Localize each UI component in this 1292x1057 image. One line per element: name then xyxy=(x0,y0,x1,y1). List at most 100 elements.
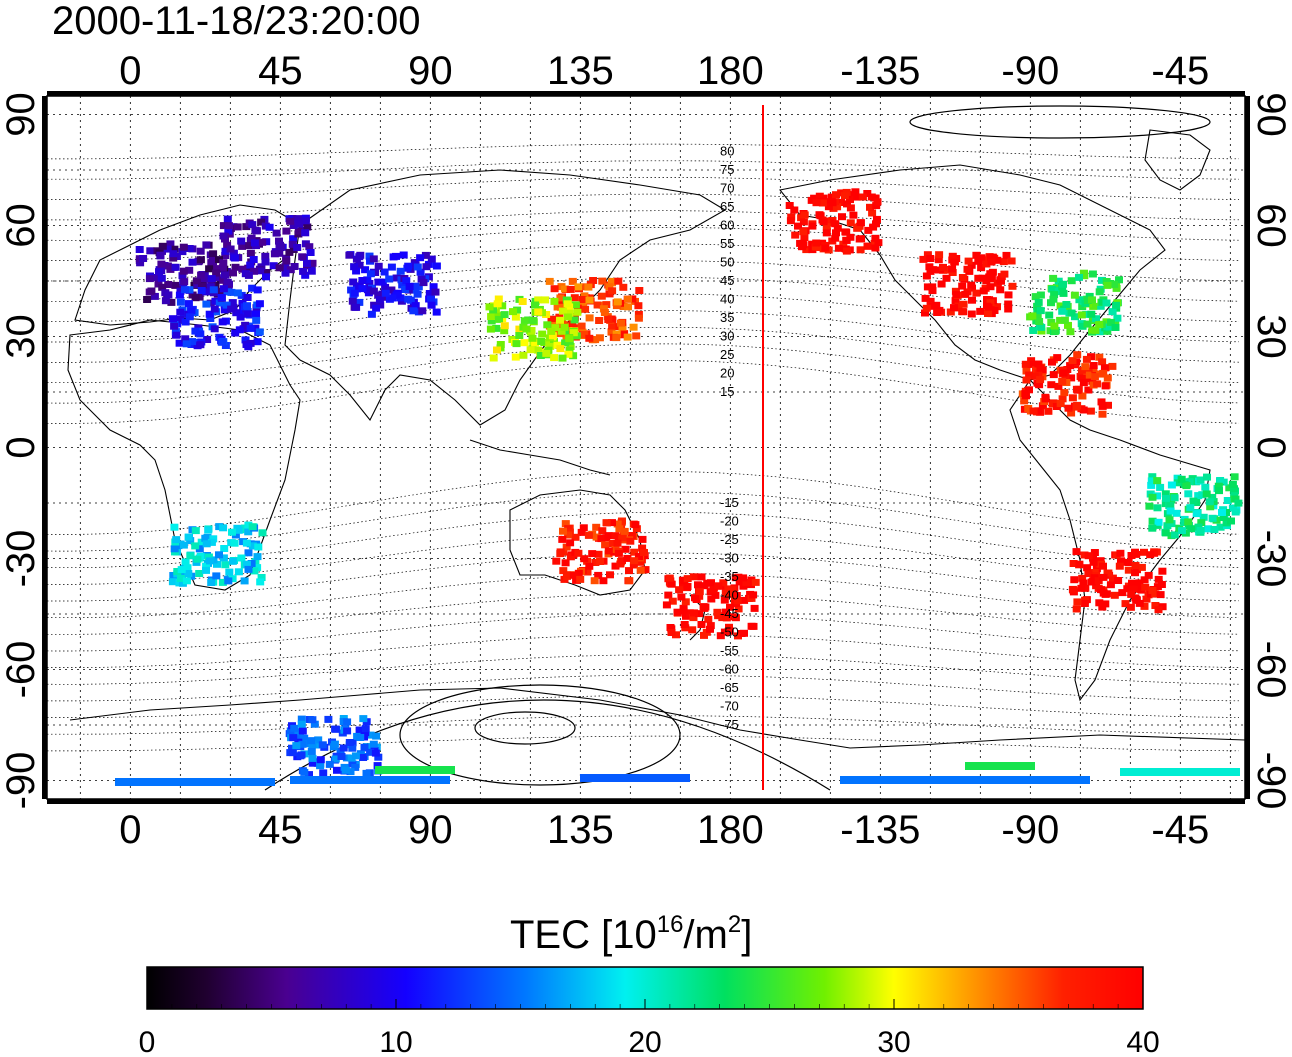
tec-cell xyxy=(1098,276,1106,284)
tec-cell xyxy=(210,305,219,313)
tec-cell xyxy=(175,339,184,347)
tec-cell xyxy=(1089,558,1098,566)
tec-cell xyxy=(498,302,507,310)
tec-cell xyxy=(238,265,247,273)
colorbar-tick-label: 20 xyxy=(628,1026,661,1057)
tec-cell xyxy=(345,739,354,746)
tec-cell xyxy=(244,528,253,536)
tec-cell xyxy=(1101,590,1110,598)
tec-cell xyxy=(493,346,501,354)
tec-cell xyxy=(500,311,509,319)
tec-cell xyxy=(611,562,620,570)
tec-cell xyxy=(243,294,252,301)
tec-cell xyxy=(1108,308,1117,316)
tec-cell xyxy=(411,286,420,294)
tec-cell xyxy=(694,581,702,589)
tec-cell xyxy=(221,252,230,259)
tec-cell xyxy=(547,327,556,335)
tec-cell xyxy=(220,545,229,552)
tec-cell xyxy=(293,244,302,251)
tec-cell xyxy=(1075,560,1084,568)
tec-cell xyxy=(1088,377,1097,385)
tec-cell xyxy=(325,760,334,768)
tec-cell xyxy=(135,246,144,253)
tec-cell xyxy=(250,239,259,247)
tec-cell xyxy=(662,601,671,609)
tec-cell xyxy=(926,255,935,262)
tec-cell xyxy=(846,204,855,212)
tec-cell xyxy=(977,264,986,272)
tec-cell xyxy=(919,255,928,263)
tec-cell xyxy=(531,301,539,309)
tec-cell xyxy=(298,727,307,735)
tec-cell xyxy=(252,310,260,318)
tec-cell xyxy=(429,283,438,291)
tec-cell xyxy=(977,254,986,262)
tec-cell xyxy=(563,300,572,308)
tec-cell xyxy=(611,532,620,540)
tec-cell xyxy=(599,577,608,585)
tec-cell xyxy=(261,258,270,266)
tec-cell xyxy=(292,742,301,750)
tec-cell xyxy=(1020,397,1029,405)
tec-cell xyxy=(492,324,501,332)
tec-cell xyxy=(330,740,339,748)
tec-cell xyxy=(209,257,217,265)
tec-cell xyxy=(427,301,436,309)
tec-cell xyxy=(1206,503,1215,511)
tec-cell xyxy=(640,549,648,556)
tec-cell xyxy=(677,593,686,601)
tec-cell xyxy=(566,343,575,350)
lon-tick-label: 90 xyxy=(408,49,453,93)
tec-cell xyxy=(145,275,154,283)
tec-cell xyxy=(522,325,531,333)
tec-cell xyxy=(282,227,291,235)
tec-cell xyxy=(246,261,255,269)
tec-cell xyxy=(185,286,194,294)
tec-cell xyxy=(1096,302,1105,310)
tec-cell xyxy=(288,749,297,757)
tec-cell xyxy=(378,278,387,286)
tec-cell xyxy=(235,326,244,334)
tec-cell xyxy=(961,290,970,298)
tec-cell xyxy=(419,279,428,287)
tec-cell xyxy=(1099,562,1107,570)
tec-cell xyxy=(215,256,223,264)
tec-cell xyxy=(238,242,247,250)
tec-cell xyxy=(297,720,306,728)
tec-cell xyxy=(1113,314,1122,322)
tec-cell xyxy=(1077,311,1086,319)
tec-cell xyxy=(308,716,317,724)
tec-cell xyxy=(632,332,641,340)
tec-cell xyxy=(833,224,842,232)
lat-tick-label: 60 xyxy=(0,203,43,248)
tec-cell xyxy=(634,302,643,310)
tec-cell xyxy=(196,247,205,255)
tec-cell xyxy=(1087,578,1096,586)
tec-cell xyxy=(1110,280,1119,288)
tec-cell xyxy=(206,315,215,322)
tec-cell xyxy=(176,298,185,306)
tec-cell xyxy=(242,560,251,568)
tec-cell xyxy=(849,211,858,219)
tec-cell xyxy=(1091,326,1100,334)
tec-cell xyxy=(1126,603,1135,611)
tec-cell xyxy=(1121,600,1130,608)
tec-cell xyxy=(212,572,221,580)
tec-cell xyxy=(1084,386,1093,394)
tec-cell xyxy=(562,296,571,304)
tec-cell xyxy=(584,531,593,539)
tec-cell xyxy=(1077,584,1086,592)
contour-label: -40 xyxy=(720,588,739,603)
tec-cell xyxy=(608,279,616,287)
tec-cell xyxy=(172,331,181,339)
tec-cell xyxy=(707,595,716,603)
tec-cell xyxy=(679,581,687,589)
tec-cell xyxy=(968,296,976,304)
tec-cell xyxy=(1106,318,1115,326)
tec-cell xyxy=(935,251,944,259)
tec-cell xyxy=(350,263,359,271)
tec-cell xyxy=(1059,369,1068,377)
tec-cell xyxy=(585,296,594,304)
